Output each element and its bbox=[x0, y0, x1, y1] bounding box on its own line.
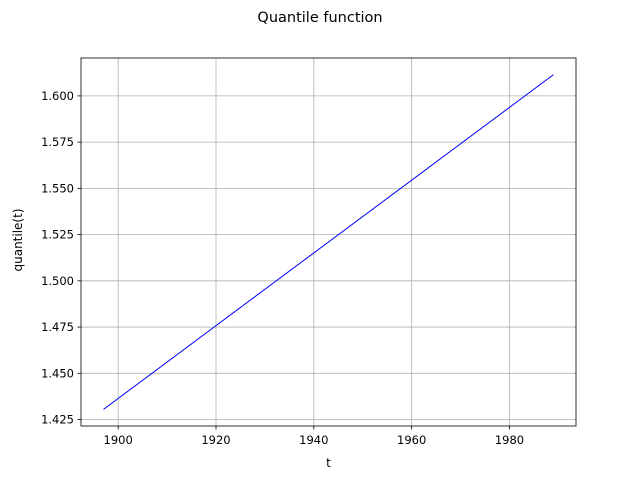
x-tick-label: 1900 bbox=[104, 433, 133, 447]
y-tick-label: 1.525 bbox=[41, 228, 74, 242]
axes-frame bbox=[80, 57, 577, 427]
y-tick-label: 1.425 bbox=[41, 413, 74, 427]
y-tick-label: 1.450 bbox=[41, 366, 74, 380]
x-axis-label: t bbox=[326, 456, 331, 470]
x-tick-label: 1980 bbox=[495, 433, 524, 447]
y-tick-label: 1.600 bbox=[41, 89, 74, 103]
series-line bbox=[103, 74, 554, 410]
x-tick-label: 1940 bbox=[299, 433, 328, 447]
y-tick-label: 1.575 bbox=[41, 135, 74, 149]
chart-title: Quantile function bbox=[257, 10, 382, 26]
x-tick-label: 1960 bbox=[397, 433, 426, 447]
y-tick-label: 1.500 bbox=[41, 274, 74, 288]
plot-area-frame bbox=[80, 57, 577, 427]
series-layer bbox=[103, 74, 554, 410]
ticks-layer: 1900 1920 1940 1960 1980 1.425 1.450 1.475 1.500… bbox=[41, 89, 524, 447]
grid-lines bbox=[81, 58, 576, 426]
y-tick-label: 1.475 bbox=[41, 320, 74, 334]
y-axis-label: quantile(t) bbox=[11, 208, 25, 271]
x-tick-label: 1920 bbox=[201, 433, 230, 447]
y-tick-label: 1.550 bbox=[41, 181, 74, 195]
